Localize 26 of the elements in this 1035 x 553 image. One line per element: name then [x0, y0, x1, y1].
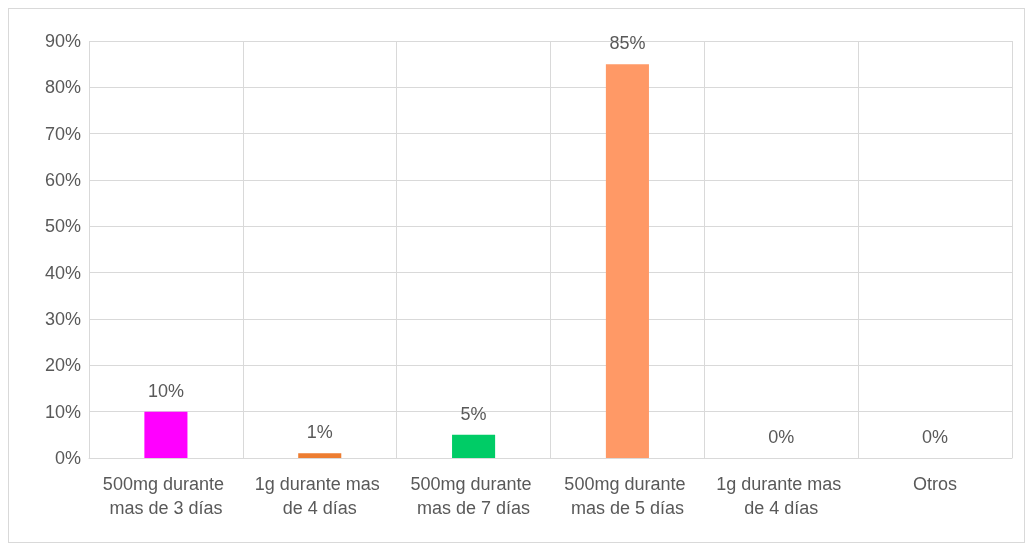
x-tick-label: Otros: [913, 474, 958, 494]
y-tick-label: 80%: [44, 77, 81, 98]
y-tick-label: 60%: [44, 170, 81, 190]
bar: [452, 434, 496, 458]
bar: [605, 64, 649, 458]
data-label: 0%: [922, 427, 949, 447]
x-tick-label: 1g durante mas de 4 días: [254, 474, 385, 518]
x-tick-label: 1g durante mas de 4 días: [716, 474, 847, 518]
y-tick-label: 20%: [44, 355, 81, 376]
data-label: 85%: [609, 33, 646, 54]
data-label: 10%: [147, 380, 184, 401]
y-tick-label: 90%: [44, 31, 81, 51]
y-tick-label: 0%: [54, 448, 81, 468]
y-tick-label: 30%: [44, 309, 81, 329]
y-tick-label: 70%: [44, 123, 81, 144]
x-tick-label: 500mg durante mas de 7 días: [410, 474, 537, 518]
y-tick-label: 10%: [44, 401, 81, 422]
bar: [298, 453, 342, 458]
x-tick-label: 500mg durante mas de 3 días: [102, 474, 229, 518]
bar: [144, 411, 188, 458]
data-label: 0%: [768, 427, 795, 447]
data-label: 5%: [460, 403, 487, 424]
y-tick-label: 50%: [44, 216, 81, 237]
y-tick-label: 40%: [44, 262, 81, 283]
x-tick-label: 500mg durante mas de 5 días: [564, 474, 691, 518]
data-label: 1%: [306, 422, 333, 443]
